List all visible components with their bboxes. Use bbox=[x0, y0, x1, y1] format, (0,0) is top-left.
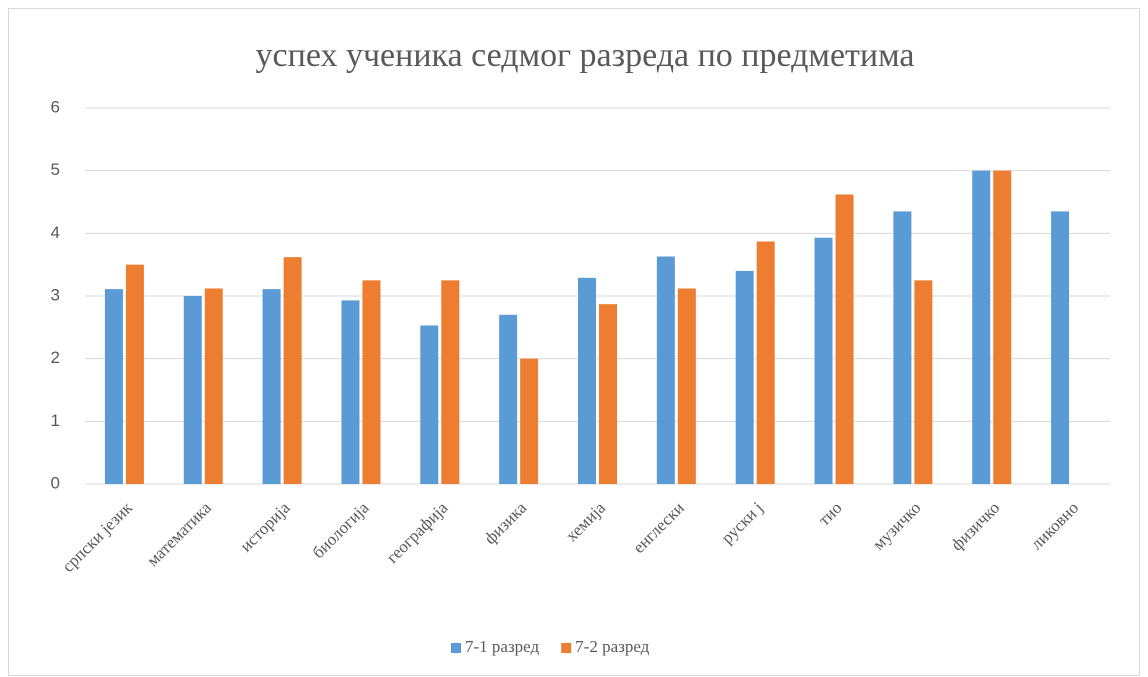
bar bbox=[104, 289, 123, 484]
chart-frame bbox=[8, 8, 1140, 676]
y-tick-label: 2 bbox=[51, 348, 60, 367]
bar bbox=[993, 170, 1012, 484]
bar bbox=[893, 211, 912, 484]
legend-swatch bbox=[451, 643, 461, 653]
bar bbox=[362, 280, 381, 484]
bar bbox=[735, 270, 754, 484]
y-tick-label: 6 bbox=[51, 97, 60, 116]
bar bbox=[262, 289, 281, 484]
bar bbox=[420, 325, 439, 484]
y-tick-label: 5 bbox=[51, 160, 60, 179]
bar bbox=[599, 304, 617, 484]
bar bbox=[183, 296, 202, 484]
bar bbox=[520, 358, 539, 484]
bar bbox=[677, 288, 696, 484]
bar bbox=[441, 280, 460, 484]
bar bbox=[283, 257, 302, 484]
legend-label: 7-1 разред bbox=[465, 637, 539, 656]
y-tick-label: 3 bbox=[51, 285, 60, 304]
bar bbox=[972, 170, 991, 484]
y-tick-label: 0 bbox=[51, 473, 60, 492]
bar bbox=[914, 280, 933, 484]
legend-label: 7-2 разред bbox=[575, 637, 649, 656]
bar bbox=[756, 241, 775, 484]
bar bbox=[578, 277, 596, 484]
legend-swatch bbox=[561, 643, 572, 653]
bar bbox=[499, 314, 518, 484]
bar bbox=[341, 300, 360, 484]
y-tick-label: 1 bbox=[51, 411, 60, 430]
y-tick-label: 4 bbox=[51, 223, 60, 242]
bar bbox=[814, 237, 833, 484]
bar bbox=[125, 264, 144, 484]
bar bbox=[656, 256, 675, 484]
bar bbox=[1051, 211, 1070, 484]
bar bbox=[835, 194, 854, 485]
bar bbox=[204, 288, 223, 484]
chart-title: успех ученика седмог разреда по предмети… bbox=[256, 37, 915, 74]
